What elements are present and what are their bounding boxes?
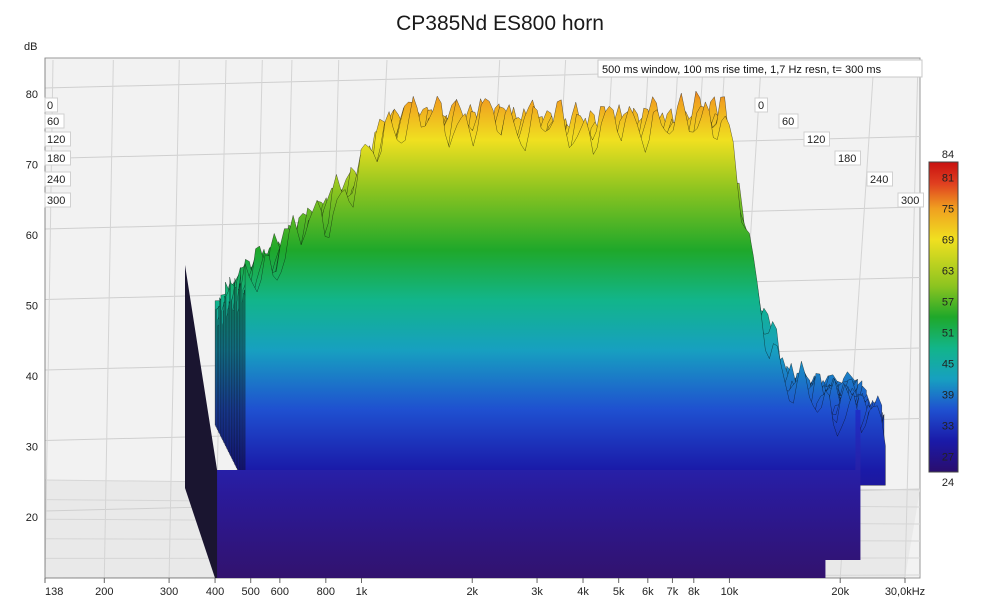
x-tick-label: 1k [356,586,368,598]
x-tick-label: 600 [271,586,289,598]
y-tick-label: 40 [26,371,38,383]
colorbar-tick-label: 57 [942,297,954,309]
colorbar-tick-label: 45 [942,359,954,371]
colorbar: 84 81 75 69 63 57 51 45 39 33 27 24 [928,149,959,489]
time-tick-label: 60 [47,116,59,128]
time-tick-box [44,131,71,147]
grid-vline [904,59,919,579]
waterfall-slice [244,93,886,486]
info-box: 500 ms window, 100 ms rise time, 1,7 Hz … [597,59,923,78]
time-tick-label: 180 [47,153,65,165]
x-tick-label: 800 [317,586,335,598]
y-tick-label: 30 [26,442,38,454]
time-tick-box [44,192,71,208]
waterfall-front-curtain [215,410,861,578]
time-tick-box [44,171,71,187]
x-axis: 138 200 300 400 500 600 800 1k 2k 3k 4k 5k 6k 7k 8k 10k… [44,578,925,598]
time-tick-box [44,150,71,166]
time-tick-label: 120 [47,134,65,146]
time-tick-label: 240 [870,174,888,186]
time-tick-label: 180 [838,153,856,165]
colorbar-tick-label: 39 [942,390,954,402]
y-tick-label: 50 [26,301,38,313]
time-tick-label: 60 [782,116,794,128]
time-tick-label: 300 [47,195,65,207]
colorbar-tick-label: 63 [942,266,954,278]
x-tick-label: 30,0kHz [885,586,925,598]
grid-vline [103,59,114,579]
y-tick-label: 70 [26,160,38,172]
x-tick-label: 300 [160,586,178,598]
colorbar-tick-label: 33 [942,421,954,433]
time-tick-box [897,192,924,208]
colorbar-tick-label: 81 [942,173,954,185]
time-tick-label: 0 [47,100,53,112]
x-tick-label: 10k [721,586,739,598]
time-tick-box [778,113,799,129]
time-tick-box [803,131,830,147]
x-tick-label: 400 [206,586,224,598]
x-tick-label: 4k [577,586,589,598]
colorbar-tick-label: 84 [942,149,954,161]
time-tick-box [44,97,58,113]
x-tick-label: 138 [45,586,63,598]
time-tick-label: 120 [807,134,825,146]
colorbar-tick-label: 24 [942,477,954,489]
time-tick-box [754,97,768,113]
colorbar-tick-label: 27 [942,452,954,464]
waterfall-side-wall [185,265,218,578]
time-tick-label: 300 [901,195,919,207]
time-tick-box [44,113,65,129]
x-tick-label: 500 [242,586,260,598]
y-tick-label: 60 [26,230,38,242]
colorbar-tick-label: 69 [942,235,954,247]
x-tick-label: 200 [95,586,113,598]
colorbar-scale [928,161,959,473]
y-tick-label: 80 [26,89,38,101]
time-axis-left: 0 60 120 180 240 300 [44,97,71,208]
time-tick-label: 240 [47,174,65,186]
x-tick-label: 7k [667,586,679,598]
time-tick-label: 0 [758,100,764,112]
x-tick-label: 6k [642,586,654,598]
y-axis: dB 20 30 40 50 60 70 80 [24,41,38,524]
y-tick-label: 20 [26,512,38,524]
colorbar-tick-label: 51 [942,328,954,340]
chart-title: CP385Nd ES800 horn [396,12,604,35]
waterfall-surface [185,90,886,578]
x-tick-label: 5k [613,586,625,598]
x-tick-label: 2k [466,586,478,598]
y-axis-label: dB [24,41,37,53]
time-tick-box [866,171,893,187]
colorbar-tick-label: 75 [942,204,954,216]
time-axis-right: 0 60 120 180 240 300 [754,97,924,208]
info-box-bg [597,59,923,78]
time-tick-box [834,150,861,166]
x-tick-label: 8k [688,586,700,598]
grid-vline [168,59,180,579]
x-tick-label: 3k [531,586,543,598]
info-text: 500 ms window, 100 ms rise time, 1,7 Hz … [602,64,882,76]
x-tick-label: 20k [831,586,849,598]
